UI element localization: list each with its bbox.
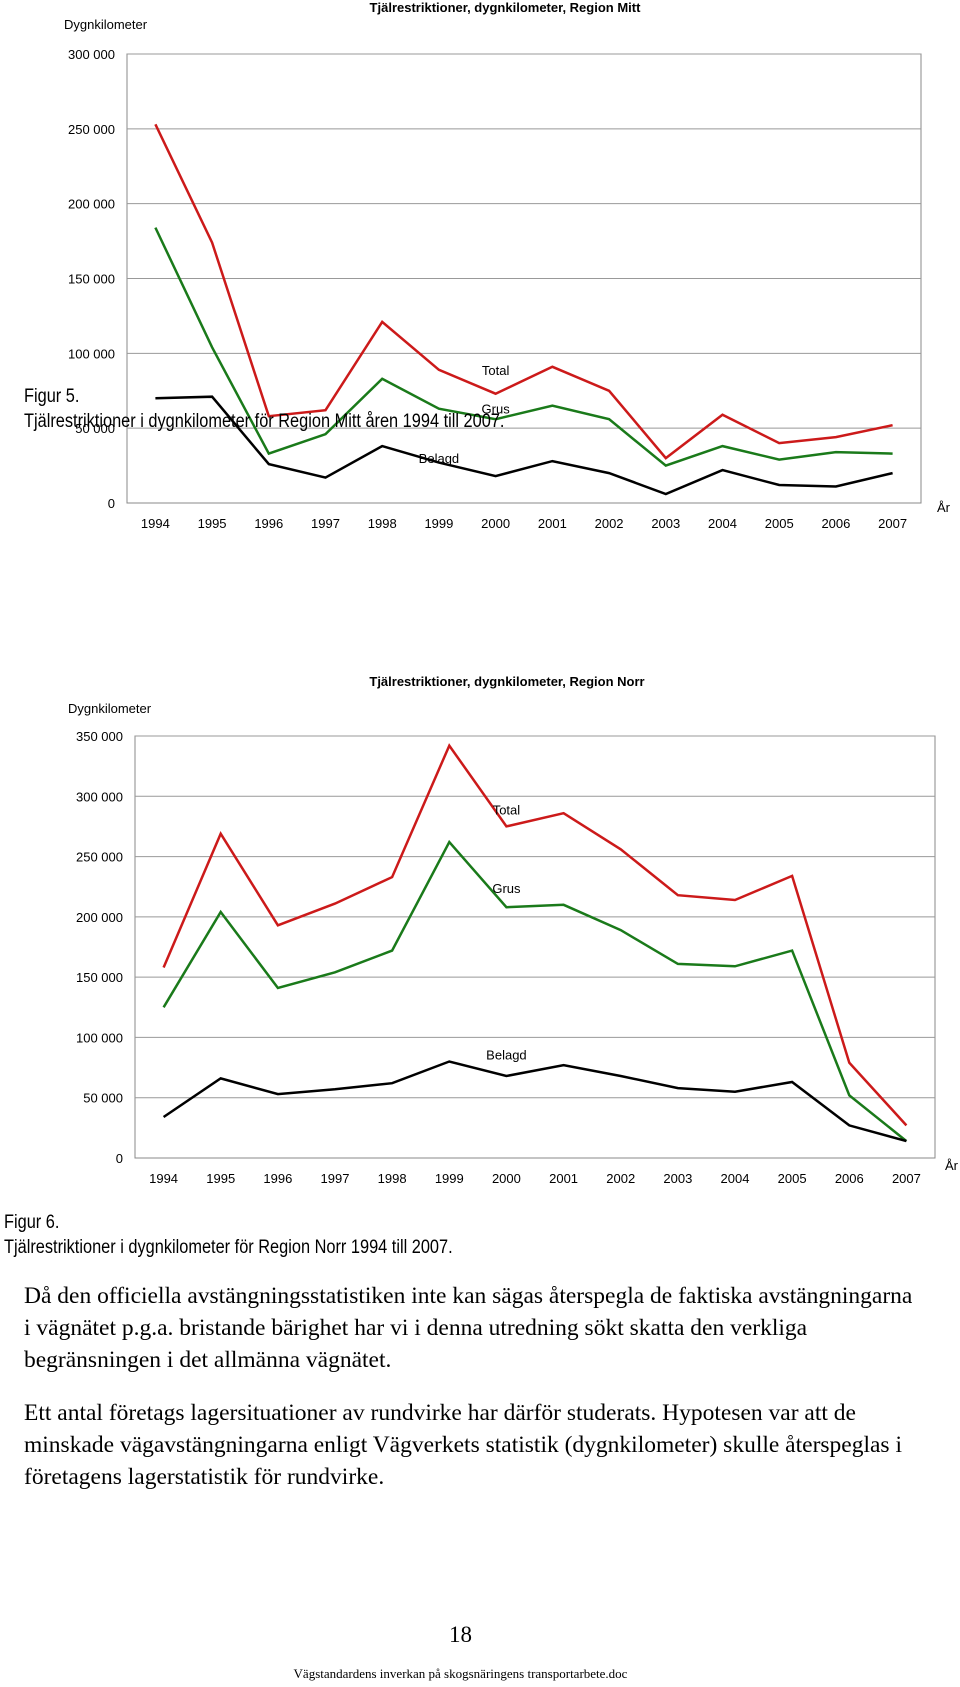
series-line-total <box>162 743 908 1127</box>
y-tick-label: 350 000 <box>76 729 123 744</box>
y-axis-label: Dygnkilometer <box>68 701 152 716</box>
x-tick-label: 2007 <box>892 1171 921 1186</box>
chart-region-norr-svg: 0 50 000 100 000 150 000 200 000 250 000 300 0… <box>68 674 959 1186</box>
x-tick-label: 1994 <box>149 1171 178 1186</box>
series-label-belagd: Belagd <box>486 1047 526 1062</box>
figure-caption-5: Figur 5. Tjälrestriktioner i dygnkilomet… <box>24 384 504 434</box>
x-tick-label: 1995 <box>206 1171 235 1186</box>
x-axis-label: År <box>945 1158 959 1173</box>
series-line-grus <box>154 227 893 468</box>
x-tick-label: 2004 <box>708 516 737 531</box>
figure-caption-text: Tjälrestriktioner i dygnkilometer för Re… <box>24 411 505 432</box>
x-tick-label: 2001 <box>549 1171 578 1186</box>
y-tick-label: 0 <box>108 496 115 511</box>
figure-label: Figur 6. <box>4 1212 60 1233</box>
y-tick-label: 50 000 <box>75 421 115 436</box>
x-tick-label: 2003 <box>663 1171 692 1186</box>
x-tick-label: 2002 <box>606 1171 635 1186</box>
y-tick-label: 250 000 <box>76 850 123 865</box>
x-tick-label: 1997 <box>311 516 340 531</box>
y-tick-label: 100 000 <box>68 346 115 361</box>
figure-caption-6: Figur 6. Tjälrestriktioner i dygnkilomet… <box>4 1210 453 1260</box>
page-footer: Vägstandardens inverkan på skogsnäringen… <box>293 1666 628 1681</box>
x-tick-label: 2005 <box>765 516 794 531</box>
figure-caption-text: Tjälrestriktioner i dygnkilometer för Re… <box>4 1237 453 1258</box>
y-axis-label: Dygnkilometer <box>64 17 148 32</box>
plot-area <box>134 735 936 1159</box>
y-tick-label: 150 000 <box>76 970 123 985</box>
y-tick-label: 250 000 <box>68 122 115 137</box>
x-tick-label: 1994 <box>141 516 170 531</box>
y-tick-label: 150 000 <box>68 272 115 287</box>
series-line-belagd <box>162 1060 907 1143</box>
chart-title: Tjälrestriktioner, dygnkilometer, Region… <box>370 0 642 15</box>
series-line-grus <box>162 839 908 1143</box>
x-tick-label: 2004 <box>721 1171 750 1186</box>
y-tick-label: 100 000 <box>76 1030 123 1045</box>
x-tick-label: 2003 <box>651 516 680 531</box>
x-tick-label: 1999 <box>435 1171 464 1186</box>
y-tick-label: 0 <box>116 1151 123 1166</box>
x-tick-label: 1995 <box>198 516 227 531</box>
chart-region-mitt-svg: 0 50 000 100 000 150 000 200 000 250 000 300 0… <box>64 0 951 531</box>
x-tick-label: 2006 <box>835 1171 864 1186</box>
chart-title: Tjälrestriktioner, dygnkilometer, Region… <box>369 674 644 689</box>
x-tick-label: 1998 <box>368 516 397 531</box>
x-tick-label: 2002 <box>595 516 624 531</box>
x-tick-label: 1996 <box>263 1171 292 1186</box>
x-tick-label: 1999 <box>424 516 453 531</box>
series-label-belagd: Belagd <box>419 451 459 466</box>
x-tick-label: 1997 <box>321 1171 350 1186</box>
series-label-grus: Grus <box>482 402 511 417</box>
series-label-total: Total <box>493 803 521 818</box>
y-tick-label: 50 000 <box>83 1091 123 1106</box>
x-tick-label: 2006 <box>821 516 850 531</box>
x-tick-label: 2001 <box>538 516 567 531</box>
series-line-total <box>154 123 893 460</box>
body-paragraph: Ett antal företags lagersituationer av r… <box>24 1400 902 1490</box>
x-tick-label: 1996 <box>254 516 283 531</box>
y-tick-label: 200 000 <box>76 910 123 925</box>
chart-region-mitt: 0 50 000 100 000 150 000 200 000 250 000 300 0… <box>0 0 960 540</box>
body-paragraph: Då den officiella avstängningsstatistike… <box>24 1283 913 1373</box>
figure-label: Figur 5. <box>24 386 80 407</box>
x-tick-label: 2005 <box>778 1171 807 1186</box>
x-axis-label: År <box>937 500 951 515</box>
x-tick-label: 2000 <box>481 516 510 531</box>
x-tick-label: 1998 <box>378 1171 407 1186</box>
series-label-total: Total <box>482 363 510 378</box>
x-tick-label: 2007 <box>878 516 907 531</box>
y-tick-label: 300 000 <box>68 47 115 62</box>
series-label-grus: Grus <box>492 881 521 896</box>
x-tick-label: 2000 <box>492 1171 521 1186</box>
chart-region-norr: 0 50 000 100 000 150 000 200 000 250 000 300 0… <box>0 650 960 1210</box>
series-line-belagd <box>155 395 893 496</box>
page-number: 18 <box>449 1622 472 1647</box>
y-tick-label: 300 000 <box>76 789 123 804</box>
y-tick-label: 200 000 <box>68 197 115 212</box>
